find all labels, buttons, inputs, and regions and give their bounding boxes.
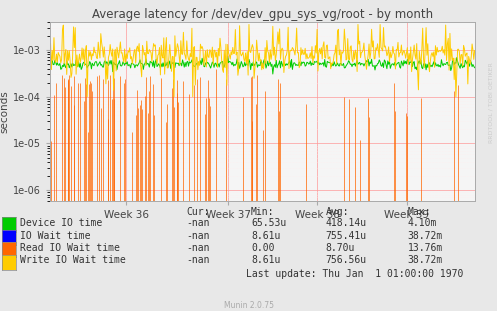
Title: Average latency for /dev/dev_gpu_sys_vg/root - by month: Average latency for /dev/dev_gpu_sys_vg/… xyxy=(91,7,433,21)
Text: Write IO Wait time: Write IO Wait time xyxy=(20,255,126,265)
Text: 0.00: 0.00 xyxy=(251,243,274,253)
Text: Max:: Max: xyxy=(408,207,431,216)
Text: 8.70u: 8.70u xyxy=(326,243,355,253)
Text: -nan: -nan xyxy=(186,243,210,253)
Text: -nan: -nan xyxy=(186,218,210,228)
Text: 755.41u: 755.41u xyxy=(326,230,367,240)
Y-axis label: seconds: seconds xyxy=(0,90,10,132)
Text: 65.53u: 65.53u xyxy=(251,218,286,228)
Text: 38.72m: 38.72m xyxy=(408,230,443,240)
Text: Avg:: Avg: xyxy=(326,207,349,216)
Text: Min:: Min: xyxy=(251,207,274,216)
Text: Device IO time: Device IO time xyxy=(20,218,102,228)
Text: 4.10m: 4.10m xyxy=(408,218,437,228)
Text: Munin 2.0.75: Munin 2.0.75 xyxy=(224,301,273,310)
Text: Read IO Wait time: Read IO Wait time xyxy=(20,243,120,253)
Text: IO Wait time: IO Wait time xyxy=(20,230,91,240)
Text: 418.14u: 418.14u xyxy=(326,218,367,228)
Text: 8.61u: 8.61u xyxy=(251,255,280,265)
Text: Cur:: Cur: xyxy=(186,207,210,216)
Text: Last update: Thu Jan  1 01:00:00 1970: Last update: Thu Jan 1 01:00:00 1970 xyxy=(246,269,463,279)
Text: -nan: -nan xyxy=(186,230,210,240)
Text: RRDTOOL / TOBI OETIKER: RRDTOOL / TOBI OETIKER xyxy=(489,62,494,143)
Text: -nan: -nan xyxy=(186,255,210,265)
Text: 756.56u: 756.56u xyxy=(326,255,367,265)
Text: 13.76m: 13.76m xyxy=(408,243,443,253)
Text: 8.61u: 8.61u xyxy=(251,230,280,240)
Text: 38.72m: 38.72m xyxy=(408,255,443,265)
